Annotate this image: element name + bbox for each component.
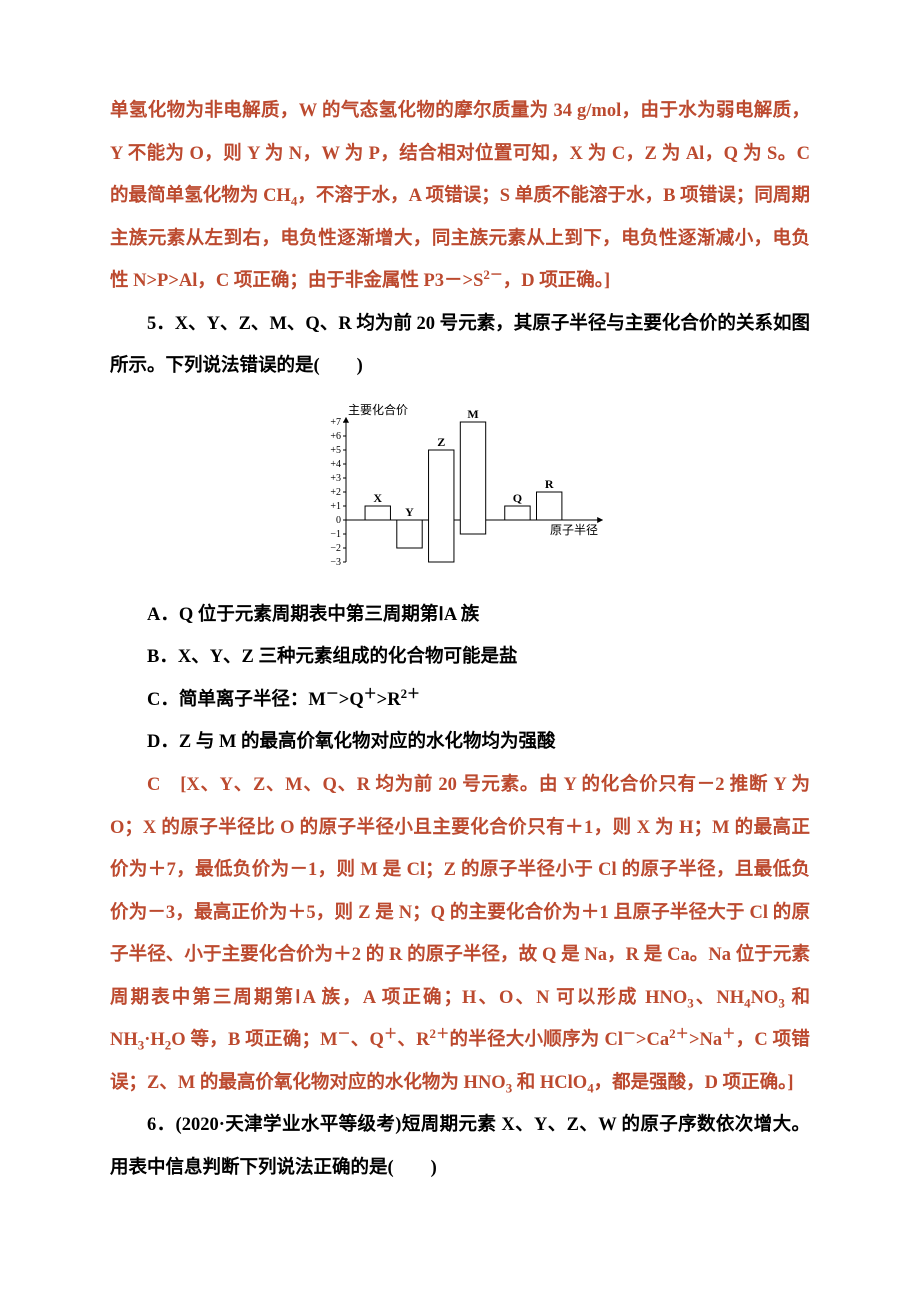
q5-option-a: A．Q 位于元素周期表中第三周期第ⅠA 族 [110,594,810,637]
q5-option-c: C．简单离子半径：M－>Q＋>R2＋ [110,679,810,722]
q5-chart: +7 +6 +5 +4 +3 +2 +1 0 −1 −2 −3 主要化合价原子半径 X Y Z M Q R [310,400,610,580]
q5-option-d: D．Z 与 M 的最高价氧化物对应的水化物均为强酸 [110,721,810,764]
svg-text:−3: −3 [330,557,341,568]
svg-text:Q: Q [513,491,522,505]
svg-text:+6: +6 [330,431,341,442]
q5-option-b: B．X、Y、Z 三种元素组成的化合物可能是盐 [110,636,810,679]
q5-stem: 5．X、Y、Z、M、Q、R 均为前 20 号元素，其原子半径与主要化合价的关系如… [110,303,810,388]
q5-answer-letter: C [147,775,160,795]
svg-text:0: 0 [336,515,341,526]
svg-text:主要化合价: 主要化合价 [348,402,408,417]
svg-text:R: R [545,477,554,491]
svg-text:Y: Y [405,505,414,519]
q5-answer-body: [X、Y、Z、M、Q、R 均为前 20 号元素。由 Y 的化合价只有－2 推断 … [110,775,810,1093]
q5-chart-container: +7 +6 +5 +4 +3 +2 +1 0 −1 −2 −3 主要化合价原子半径 X Y Z M Q R [110,400,810,580]
svg-text:−2: −2 [330,543,341,554]
svg-text:+7: +7 [330,417,341,428]
svg-text:−1: −1 [330,529,341,540]
svg-text:+2: +2 [330,487,341,498]
svg-text:+4: +4 [330,459,341,470]
svg-text:+5: +5 [330,445,341,456]
svg-text:原子半径: 原子半径 [550,523,598,537]
q6-stem: 6．(2020·天津学业水平等级考)短周期元素 X、Y、Z、W 的原子序数依次增… [110,1104,810,1189]
q5-answer: C [X、Y、Z、M、Q、R 均为前 20 号元素。由 Y 的化合价只有－2 推… [110,764,810,1104]
svg-text:Z: Z [437,435,445,449]
svg-text:X: X [373,491,382,505]
svg-text:+1: +1 [330,501,341,512]
svg-text:+3: +3 [330,473,341,484]
intro-continuation: 单氢化物为非电解质，W 的气态氢化物的摩尔质量为 34 g/mol，由于水为弱电… [110,90,810,303]
svg-text:M: M [467,407,478,421]
